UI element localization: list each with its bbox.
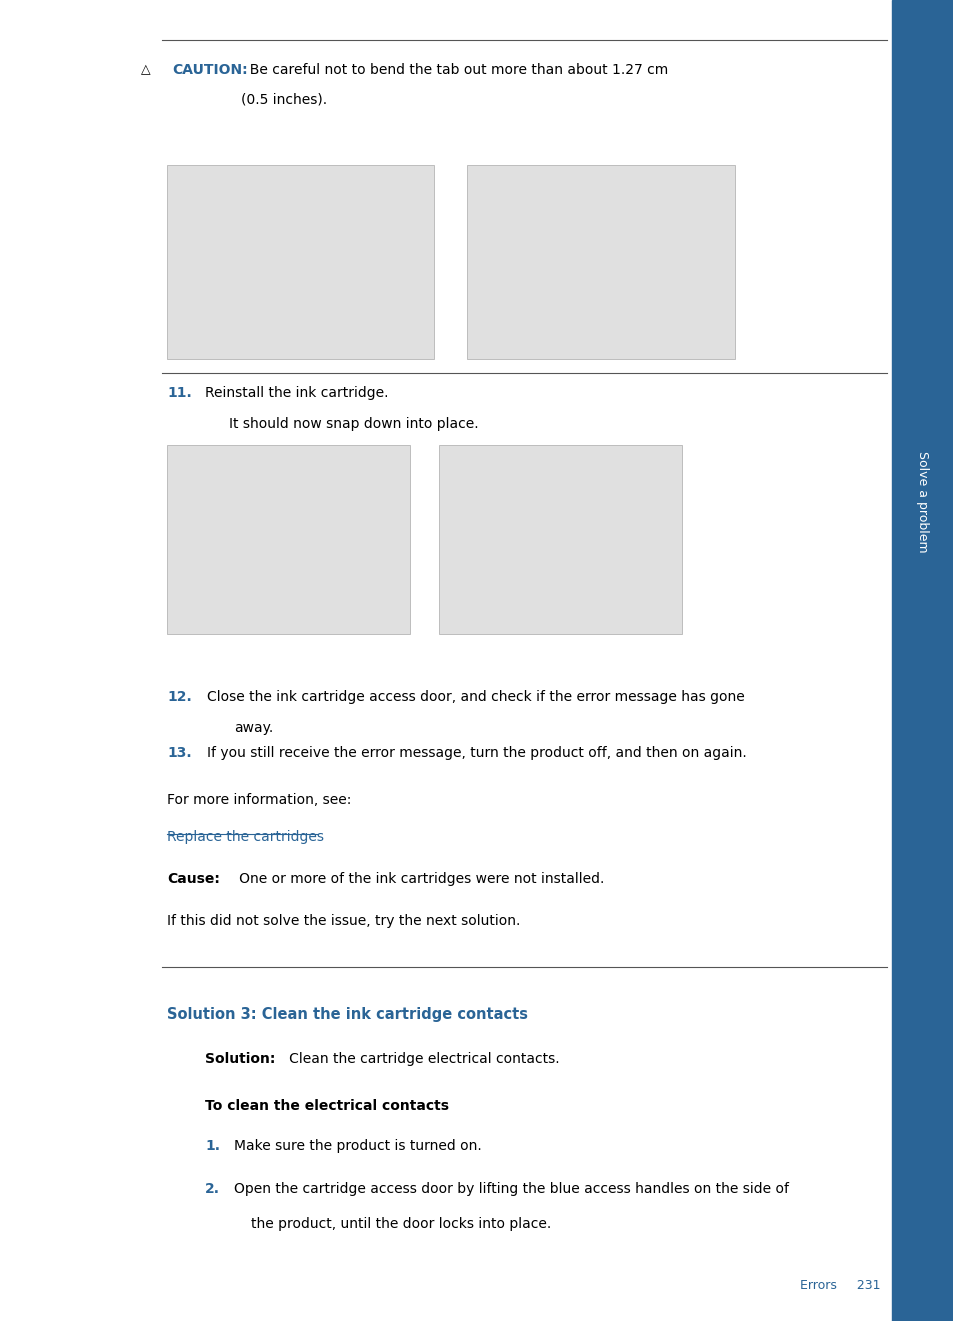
Text: If this did not solve the issue, try the next solution.: If this did not solve the issue, try the…: [167, 914, 519, 929]
Bar: [438, 445, 681, 634]
Text: Make sure the product is turned on.: Make sure the product is turned on.: [233, 1139, 481, 1153]
Text: 11.: 11.: [167, 386, 192, 400]
Text: Solution 3: Clean the ink cartridge contacts: Solution 3: Clean the ink cartridge cont…: [167, 1007, 527, 1021]
Text: For more information, see:: For more information, see:: [167, 793, 351, 807]
Text: 12.: 12.: [167, 690, 192, 704]
Text: Cause:: Cause:: [167, 872, 219, 886]
Bar: [167, 445, 410, 634]
Text: Errors     231: Errors 231: [800, 1279, 880, 1292]
Text: Replace the cartridges: Replace the cartridges: [167, 830, 324, 844]
Text: Clean the cartridge electrical contacts.: Clean the cartridge electrical contacts.: [275, 1052, 558, 1066]
Text: It should now snap down into place.: It should now snap down into place.: [229, 417, 478, 432]
Text: CAUTION:: CAUTION:: [172, 63, 248, 78]
Text: Solution:: Solution:: [205, 1052, 275, 1066]
Text: Open the cartridge access door by lifting the blue access handles on the side of: Open the cartridge access door by liftin…: [233, 1182, 788, 1197]
Text: Reinstall the ink cartridge.: Reinstall the ink cartridge.: [205, 386, 388, 400]
Text: One or more of the ink cartridges were not installed.: One or more of the ink cartridges were n…: [226, 872, 604, 886]
Text: Solve a problem: Solve a problem: [916, 452, 928, 552]
Text: 2.: 2.: [205, 1182, 220, 1197]
Text: 13.: 13.: [167, 746, 192, 761]
Text: Be careful not to bend the tab out more than about 1.27 cm: Be careful not to bend the tab out more …: [241, 63, 668, 78]
Text: (0.5 inches).: (0.5 inches).: [241, 92, 327, 107]
Text: away.: away.: [233, 721, 273, 736]
Text: To clean the electrical contacts: To clean the electrical contacts: [205, 1099, 449, 1114]
Text: 1.: 1.: [205, 1139, 220, 1153]
Bar: [891, 0, 953, 1321]
Text: If you still receive the error message, turn the product off, and then on again.: If you still receive the error message, …: [207, 746, 746, 761]
Text: the product, until the door locks into place.: the product, until the door locks into p…: [251, 1217, 551, 1231]
Text: Close the ink cartridge access door, and check if the error message has gone: Close the ink cartridge access door, and…: [207, 690, 744, 704]
Text: △: △: [141, 63, 151, 77]
Bar: [467, 165, 734, 359]
Bar: [167, 165, 434, 359]
